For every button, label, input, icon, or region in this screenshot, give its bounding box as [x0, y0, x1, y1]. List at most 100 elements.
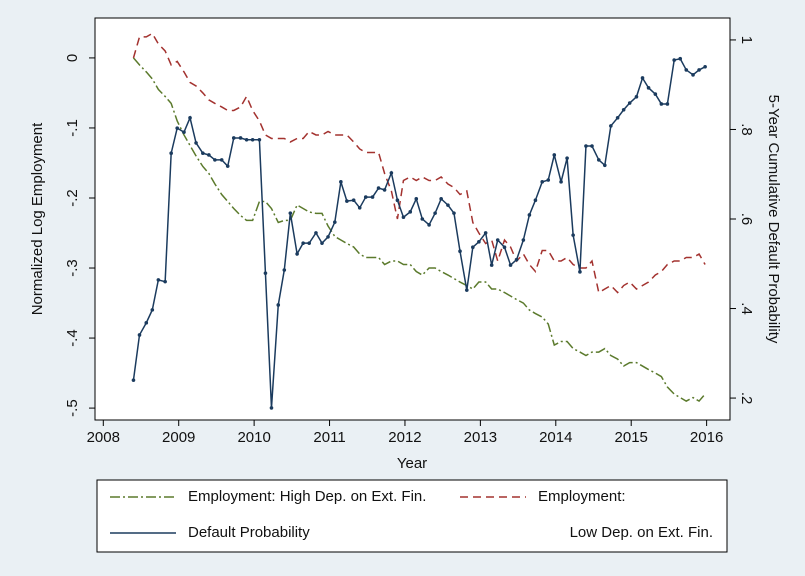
series-marker — [276, 303, 281, 307]
series-marker — [357, 206, 362, 210]
x-tick-label: 2013 — [464, 429, 497, 446]
series-marker — [684, 68, 689, 72]
series-marker — [414, 197, 419, 201]
y2-tick-label: .4 — [738, 302, 755, 315]
series-marker — [508, 263, 513, 267]
series-marker — [169, 151, 173, 155]
series-marker — [389, 171, 394, 175]
series-marker — [288, 211, 293, 215]
series-marker — [339, 180, 343, 184]
plot-area — [94, 17, 731, 421]
series-marker — [521, 238, 526, 242]
series-marker — [502, 245, 507, 250]
y-tick-label: -.5 — [64, 399, 81, 417]
series-marker — [578, 270, 582, 274]
series-marker — [314, 231, 318, 235]
y2-tick-label: .2 — [738, 392, 755, 405]
legend-label: Low Dep. on Ext. Fin. — [570, 524, 713, 541]
legend-label: Employment: High Dep. on Ext. Fin. — [188, 488, 426, 505]
series-marker — [559, 180, 563, 184]
series-marker — [483, 231, 488, 235]
series-marker — [301, 241, 305, 245]
series-marker — [584, 144, 588, 148]
series-marker — [427, 223, 431, 227]
y2-tick-label: .6 — [738, 213, 755, 226]
series-marker — [653, 92, 658, 96]
series-line — [132, 32, 706, 294]
series-marker — [464, 288, 469, 292]
series-marker — [665, 102, 670, 106]
x-tick-label: 2011 — [313, 429, 345, 446]
x-tick-label: 2016 — [690, 429, 723, 446]
series-marker — [250, 137, 255, 142]
x-axis-title: Year — [397, 455, 427, 472]
series-marker — [150, 308, 155, 312]
series-marker — [495, 238, 500, 242]
series-marker — [552, 153, 557, 157]
series-marker — [244, 137, 249, 142]
series-marker — [627, 101, 632, 105]
series-marker — [238, 136, 243, 140]
series-marker — [282, 268, 287, 272]
x-tick-label: 2014 — [539, 429, 572, 446]
series-marker — [471, 245, 475, 250]
series-marker — [382, 188, 387, 192]
series-marker — [269, 406, 274, 410]
series-marker — [533, 198, 538, 202]
legend-label: Employment: — [538, 488, 626, 505]
series-marker — [175, 126, 180, 130]
series-marker — [307, 241, 311, 245]
x-tick-label: 2012 — [388, 429, 421, 446]
series-marker — [540, 180, 545, 184]
series-marker — [231, 136, 236, 140]
series-marker — [137, 333, 142, 337]
series-marker — [527, 213, 532, 217]
series-marker — [320, 241, 324, 245]
series-marker — [571, 233, 575, 237]
series-marker — [439, 197, 443, 201]
series-marker — [691, 73, 695, 77]
series-marker — [225, 164, 230, 168]
x-tick-label: 2009 — [162, 429, 195, 446]
series-marker — [420, 217, 425, 221]
y-tick-label: -.2 — [64, 189, 81, 207]
series-marker — [615, 116, 620, 120]
series-marker — [659, 102, 664, 106]
series-line — [132, 57, 706, 403]
series-marker — [263, 271, 268, 275]
series-marker — [697, 68, 701, 72]
y2-axis-title: 5-Year Cumulative Default Probability — [765, 95, 782, 344]
series-marker — [156, 278, 161, 282]
y2-tick-label: .8 — [738, 123, 755, 136]
series-marker — [477, 240, 481, 244]
series-marker — [672, 58, 676, 62]
series-marker — [182, 130, 186, 134]
series-marker — [609, 124, 613, 128]
x-tick-label: 2010 — [237, 429, 270, 446]
legend-label: Default Probability — [188, 524, 310, 541]
legend-box — [96, 479, 728, 553]
y-tick-label: -.4 — [64, 329, 81, 347]
series-marker — [565, 156, 569, 160]
series-marker — [489, 263, 494, 267]
y2-tick-label: 1 — [738, 36, 755, 44]
series-marker — [446, 203, 450, 207]
series-marker — [163, 279, 167, 284]
series-marker — [546, 178, 551, 182]
series-marker — [295, 252, 299, 256]
series-marker — [408, 210, 413, 214]
series-marker — [219, 158, 224, 162]
series-marker — [333, 220, 337, 224]
series-marker — [514, 257, 519, 262]
series-marker — [207, 153, 211, 157]
series-marker — [621, 107, 626, 112]
series-marker — [194, 141, 198, 145]
series-marker — [345, 199, 349, 203]
series-marker — [458, 249, 462, 254]
series-marker — [634, 94, 639, 99]
series-marker — [596, 158, 601, 162]
series-marker — [646, 86, 651, 90]
series-marker — [144, 321, 149, 325]
series-marker — [370, 195, 375, 199]
